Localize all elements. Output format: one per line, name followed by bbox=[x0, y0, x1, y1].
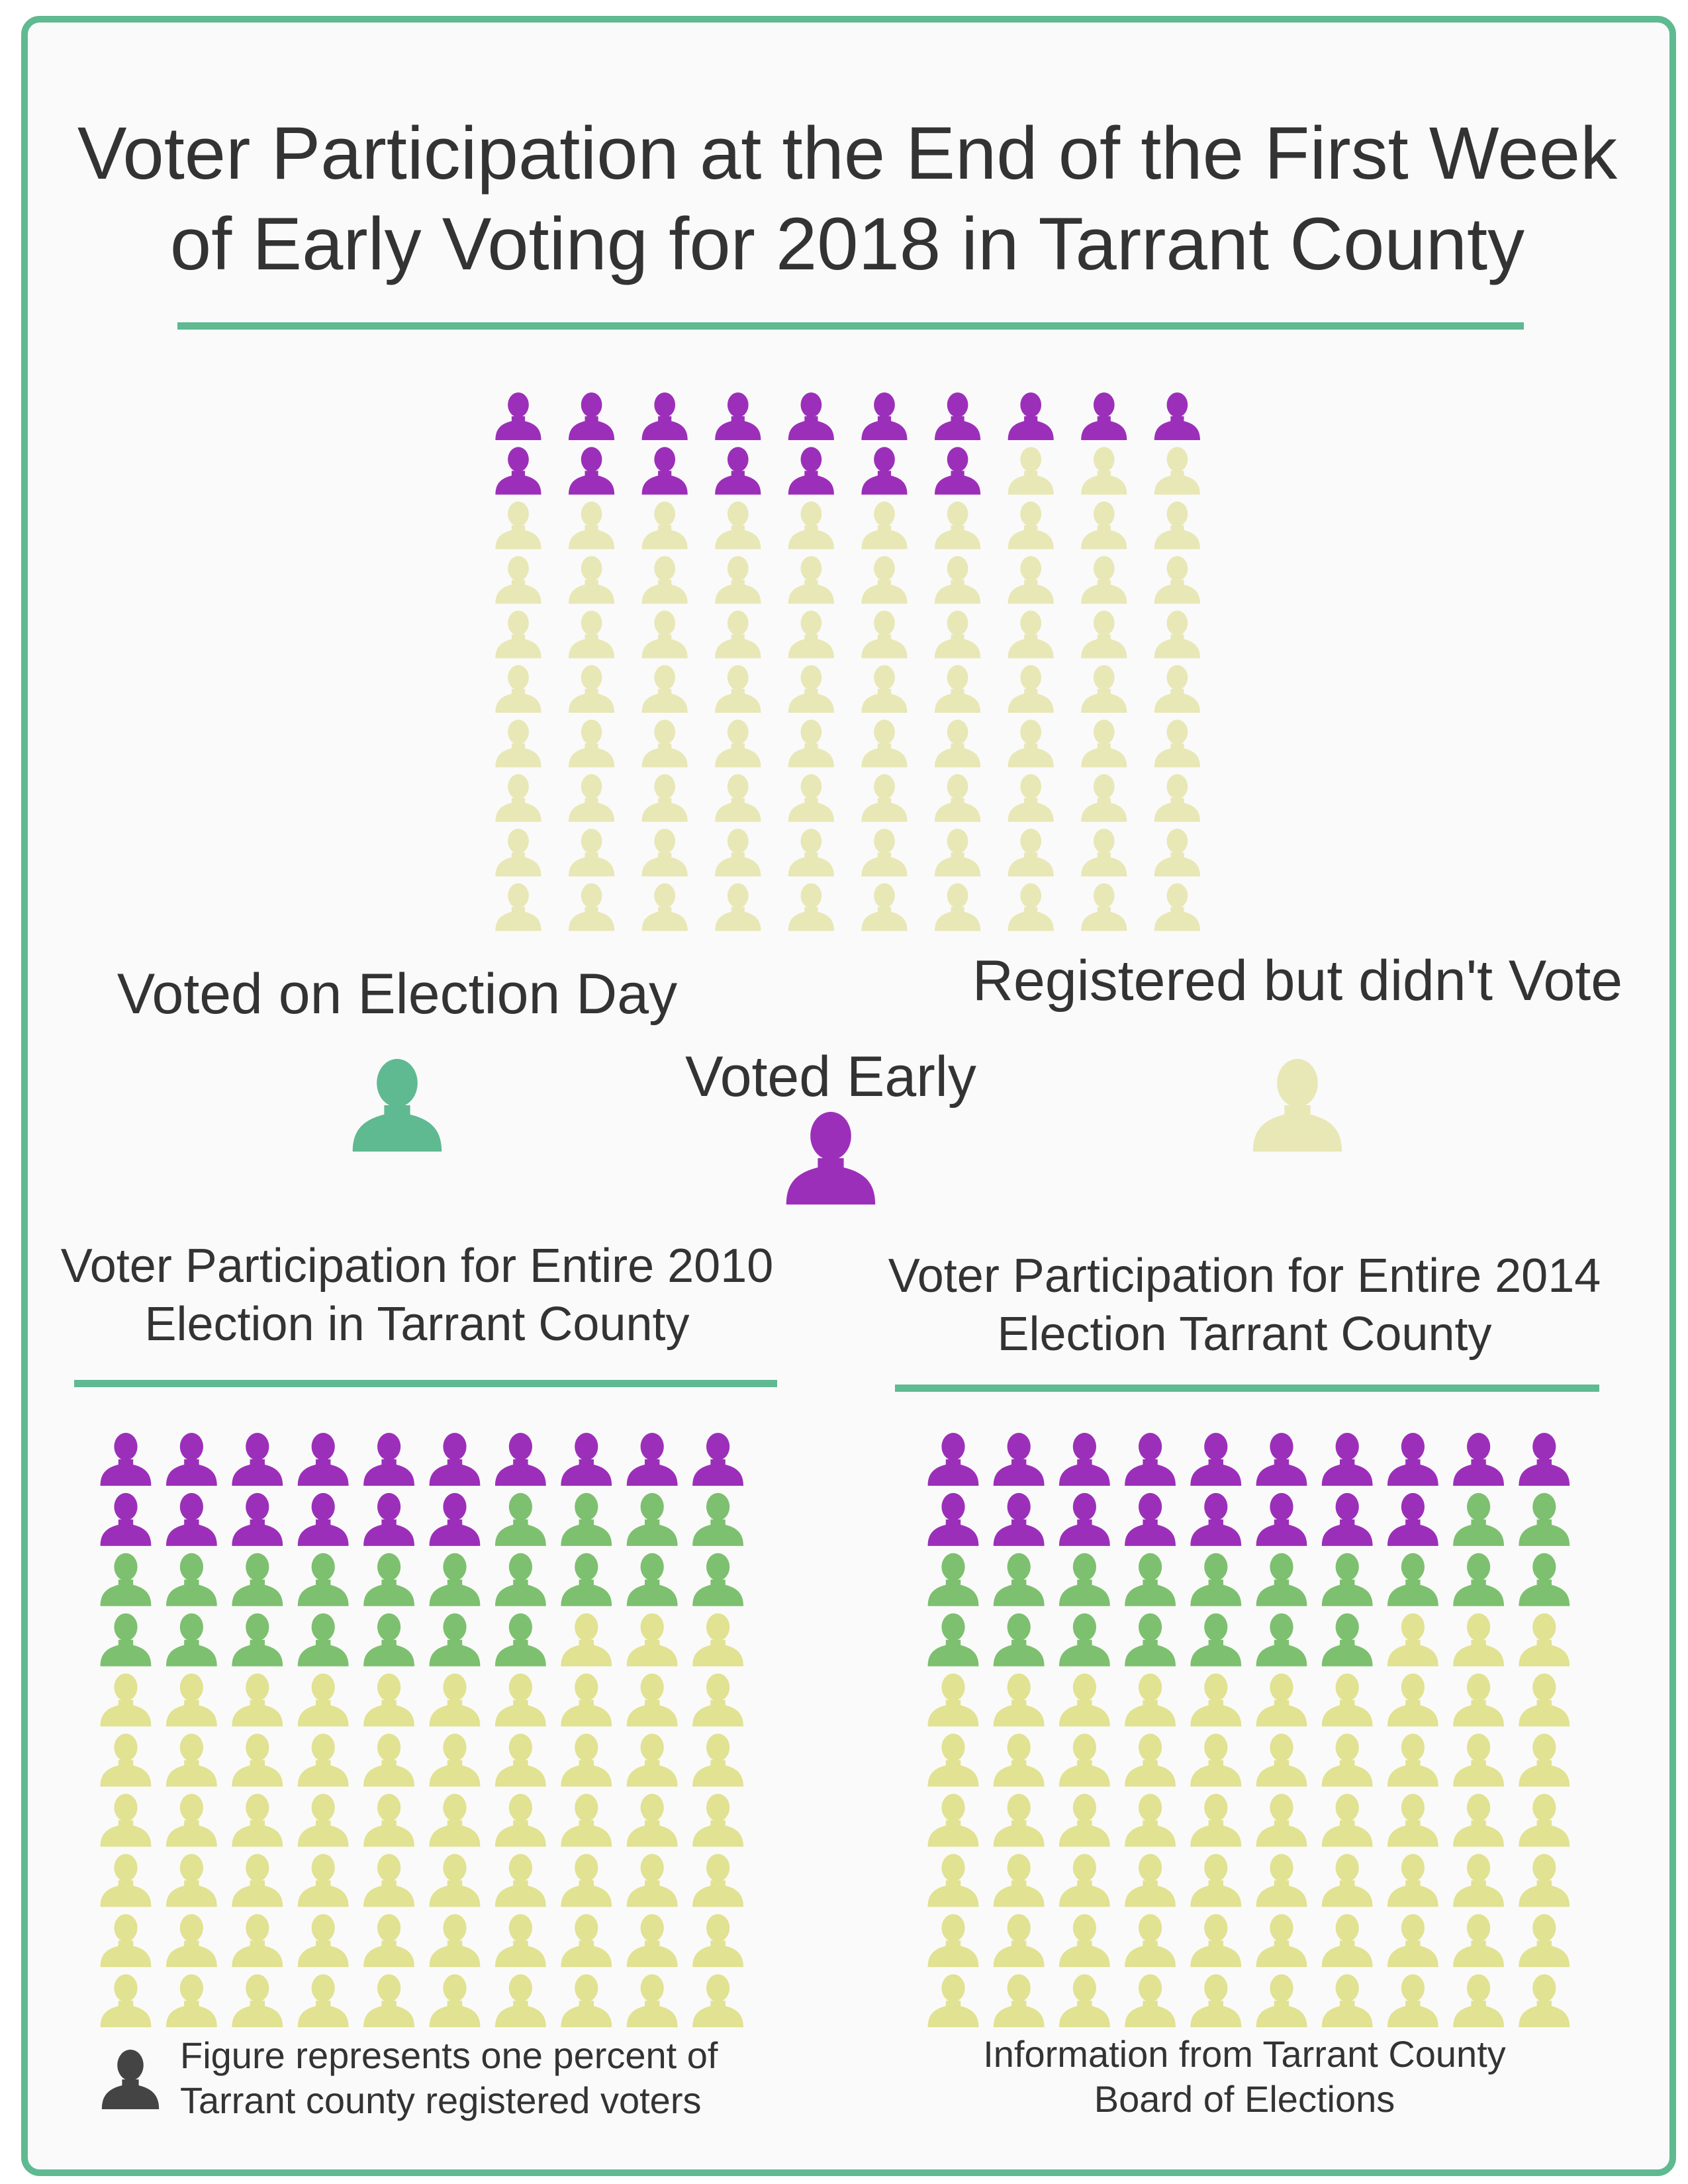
legend-label-registered-not-voted: Registered but didn't Vote bbox=[972, 949, 1623, 1013]
source-note: Information from Tarrant County Board of… bbox=[914, 2032, 1575, 2122]
chart-title-2010: Voter Participation for Entire 2010 Elec… bbox=[40, 1238, 794, 1354]
figure-note-line-1: Figure represents one percent of bbox=[180, 2034, 718, 2076]
source-note-line-1: Information from Tarrant County bbox=[983, 2033, 1506, 2075]
title-line-1: Voter Participation at the End of the Fi… bbox=[77, 112, 1618, 195]
chart-title-2014: Voter Participation for Entire 2014 Elec… bbox=[867, 1248, 1622, 1364]
chart-title-2010-line-1: Voter Participation for Entire 2010 bbox=[60, 1240, 774, 1293]
chart-title-2014-line-2: Election Tarrant County bbox=[997, 1307, 1492, 1361]
chart-title-2014-line-1: Voter Participation for Entire 2014 bbox=[888, 1250, 1601, 1302]
legend-label-voted-early: Voted Early bbox=[685, 1045, 976, 1109]
page-title: Voter Participation at the End of the Fi… bbox=[40, 109, 1655, 289]
chart-2010-underline bbox=[74, 1380, 777, 1387]
title-line-2: of Early Voting for 2018 in Tarrant Coun… bbox=[169, 202, 1525, 285]
source-note-line-2: Board of Elections bbox=[1094, 2078, 1395, 2120]
legend-label-election-day: Voted on Election Day bbox=[117, 962, 678, 1026]
chart-title-2010-line-2: Election in Tarrant County bbox=[144, 1297, 690, 1351]
chart-2014-underline bbox=[895, 1385, 1599, 1392]
figure-note-line-2: Tarrant county registered voters bbox=[180, 2079, 702, 2122]
infographic-frame bbox=[21, 16, 1676, 2176]
figure-note: Figure represents one percent of Tarrant… bbox=[180, 2033, 776, 2124]
title-underline bbox=[177, 322, 1524, 330]
